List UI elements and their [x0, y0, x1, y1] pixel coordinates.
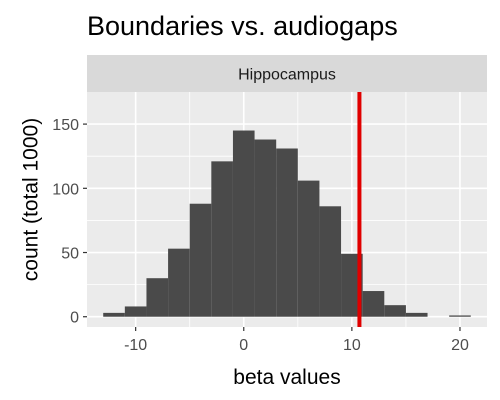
y-tick-label: 0: [70, 310, 79, 327]
histogram-bar: [449, 315, 471, 317]
histogram-bar: [319, 206, 342, 317]
histogram-bar: [189, 203, 212, 317]
x-axis: -10 0 10 20: [124, 327, 469, 354]
facet-label: Hippocampus: [238, 67, 336, 84]
x-tick-label: 0: [239, 337, 248, 354]
histogram-bar: [384, 305, 406, 317]
histogram-bar: [276, 148, 298, 317]
x-tick-label: 20: [451, 337, 469, 354]
facet-strip: [87, 55, 487, 92]
chart-title: Boundaries vs. audiogaps: [87, 11, 398, 41]
y-tick-label: 50: [61, 246, 79, 263]
x-tick-label: -10: [124, 337, 147, 354]
y-axis-title: count (total 1000): [19, 118, 42, 281]
x-axis-title: beta values: [233, 366, 340, 389]
histogram-bar: [405, 312, 428, 317]
x-tick-label: 10: [343, 337, 361, 354]
histogram-bar: [232, 130, 255, 317]
histogram-bar: [254, 139, 277, 317]
histogram-bar: [362, 291, 385, 317]
histogram-bar: [124, 306, 147, 317]
histogram-bar: [341, 253, 363, 317]
histogram-bar: [146, 278, 169, 317]
histogram-bars: [103, 130, 471, 317]
histogram-bar: [168, 248, 190, 317]
histogram-bar: [297, 180, 320, 317]
y-axis: 0 50 100 150: [52, 117, 87, 327]
y-tick-label: 150: [52, 117, 79, 134]
y-tick-label: 100: [52, 181, 79, 198]
histogram-bar: [103, 312, 125, 317]
histogram-bar: [211, 161, 233, 317]
